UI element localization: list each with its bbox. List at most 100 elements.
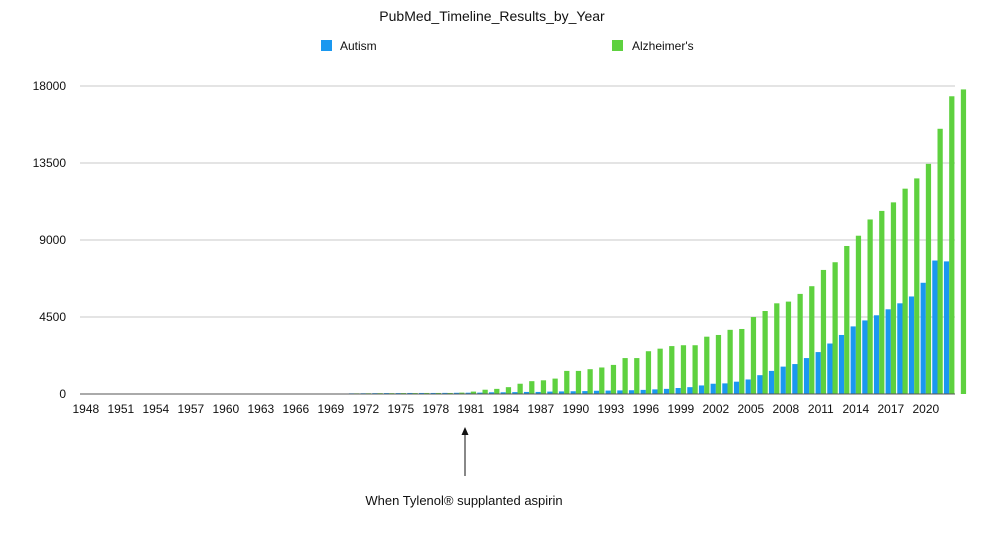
bar-alzheimers-2011 [820,269,827,394]
x-tick-label: 2011 [808,402,834,416]
bar-autism-1980 [453,392,460,394]
bar-alzheimers-1982 [482,389,488,394]
y-tick-label: 18000 [33,79,67,93]
bar-alzheimers-1992 [599,367,605,394]
bar-alzheimers-2000 [692,345,698,394]
x-tick-label: 2020 [912,402,939,416]
bar-autism-2022 [943,261,950,394]
gridlines [80,85,955,318]
bar-autism-1997 [652,389,658,394]
x-tick-label: 1978 [422,402,449,416]
legend-label-autism: Autism [340,39,377,53]
bar-autism-1976 [407,392,413,394]
legend: Autism Alzheimer's [321,39,694,53]
bar-autism-1979 [442,392,448,394]
bar-autism-1996 [640,389,646,394]
bar-alzheimers-1978 [435,392,442,394]
bar-alzheimers-1986 [529,381,535,394]
y-tick-label: 4500 [39,310,66,324]
bar-autism-1978 [430,392,436,394]
bar-autism-2021 [932,260,938,394]
bar-alzheimers-2022 [949,96,955,395]
bar-alzheimers-2013 [844,245,850,394]
bar-autism-2008 [780,366,786,394]
bar-autism-2003 [722,383,728,394]
bar-alzheimers-2019 [914,178,920,394]
bar-alzheimers-2015 [867,219,873,394]
bar-alzheimers-2020 [925,163,932,394]
bar-autism-1983 [488,392,495,394]
bar-autism-1985 [512,392,518,394]
bar-alzheimers-2001 [704,336,710,394]
x-tick-label: 1954 [142,402,169,416]
bar-autism-2002 [710,383,716,394]
bar-autism-2005 [745,379,751,394]
bar-autism-2001 [698,385,705,394]
x-tick-label: 1981 [457,402,484,416]
y-tick-label: 9000 [39,233,66,247]
bar-alzheimers-2010 [809,286,815,394]
bar-alzheimers-1985 [517,383,523,394]
bar-autism-1999 [675,388,681,394]
x-tick-label: 1996 [632,402,659,416]
bar-alzheimers-1995 [634,358,640,394]
y-axis-ticks: 0 4500 9000 13500 18000 [33,79,67,401]
annotation-arrowhead [461,427,469,435]
bar-autism-2013 [838,334,845,394]
bar-autism-2009 [792,364,798,394]
y-tick-label: 13500 [33,156,67,170]
bar-autism-1998 [663,388,670,394]
x-tick-label: 1957 [177,402,204,416]
annotation: When Tylenol® supplanted aspirin [365,427,563,508]
x-tick-label: 1972 [352,402,379,416]
bar-autism-2014 [850,326,856,394]
bar-autism-1995 [628,390,635,394]
bar-autism-1994 [617,390,623,394]
bar-autism-2012 [827,343,833,394]
bar-autism-2011 [815,352,821,394]
x-tick-label: 1966 [282,402,309,416]
x-tick-label: 1960 [212,402,239,416]
x-tick-label: 1984 [492,402,519,416]
bar-alzheimers-1987 [540,380,547,394]
bar-alzheimers-1994 [622,358,628,394]
x-tick-label: 1999 [667,402,694,416]
x-tick-label: 1951 [107,402,134,416]
bar-autism-1982 [477,392,483,394]
x-tick-label: 2002 [702,402,729,416]
bar-autism-2015 [862,320,868,394]
x-tick-label: 2008 [772,402,799,416]
bar-alzheimers-1989 [564,370,570,394]
x-tick-label: 1969 [317,402,344,416]
x-tick-label: 2014 [842,402,869,416]
x-tick-label: 1990 [562,402,589,416]
bar-alzheimers-1998 [669,346,675,394]
x-tick-label: 1987 [527,402,554,416]
bar-alzheimers-2017 [890,202,897,394]
bar-autism-2018 [897,303,903,394]
bar-autism-2020 [920,282,926,394]
bar-alzheimers-2002 [715,334,722,394]
bar-alzheimers-1988 [552,378,558,394]
bar-alzheimers-2016 [879,210,885,394]
bar-alzheimers-1999 [680,345,687,394]
x-tick-label: 2005 [737,402,764,416]
bar-alzheimers-1997 [657,348,663,394]
bar-autism-1977 [418,392,425,394]
bar-autism-2006 [757,375,763,394]
bar-alzheimers-1996 [645,351,652,394]
bar-autism-1992 [593,390,600,394]
bar-autism-2019 [908,296,915,394]
legend-label-alzheimers: Alzheimer's [632,39,694,53]
bar-autism-1989 [558,391,565,394]
bar-alzheimers-2006 [762,311,768,394]
bar-alzheimers-1990 [575,370,582,394]
bar-alzheimers-2003 [727,329,733,394]
bar-alzheimers-2012 [832,262,838,394]
bar-alzheimers-2018 [902,188,908,394]
bar-alzheimers-1993 [610,364,617,394]
bar-alzheimers-2009 [797,293,803,394]
bar-autism-2004 [733,381,740,394]
x-tick-label: 1963 [247,402,274,416]
x-tick-label: 1975 [387,402,414,416]
